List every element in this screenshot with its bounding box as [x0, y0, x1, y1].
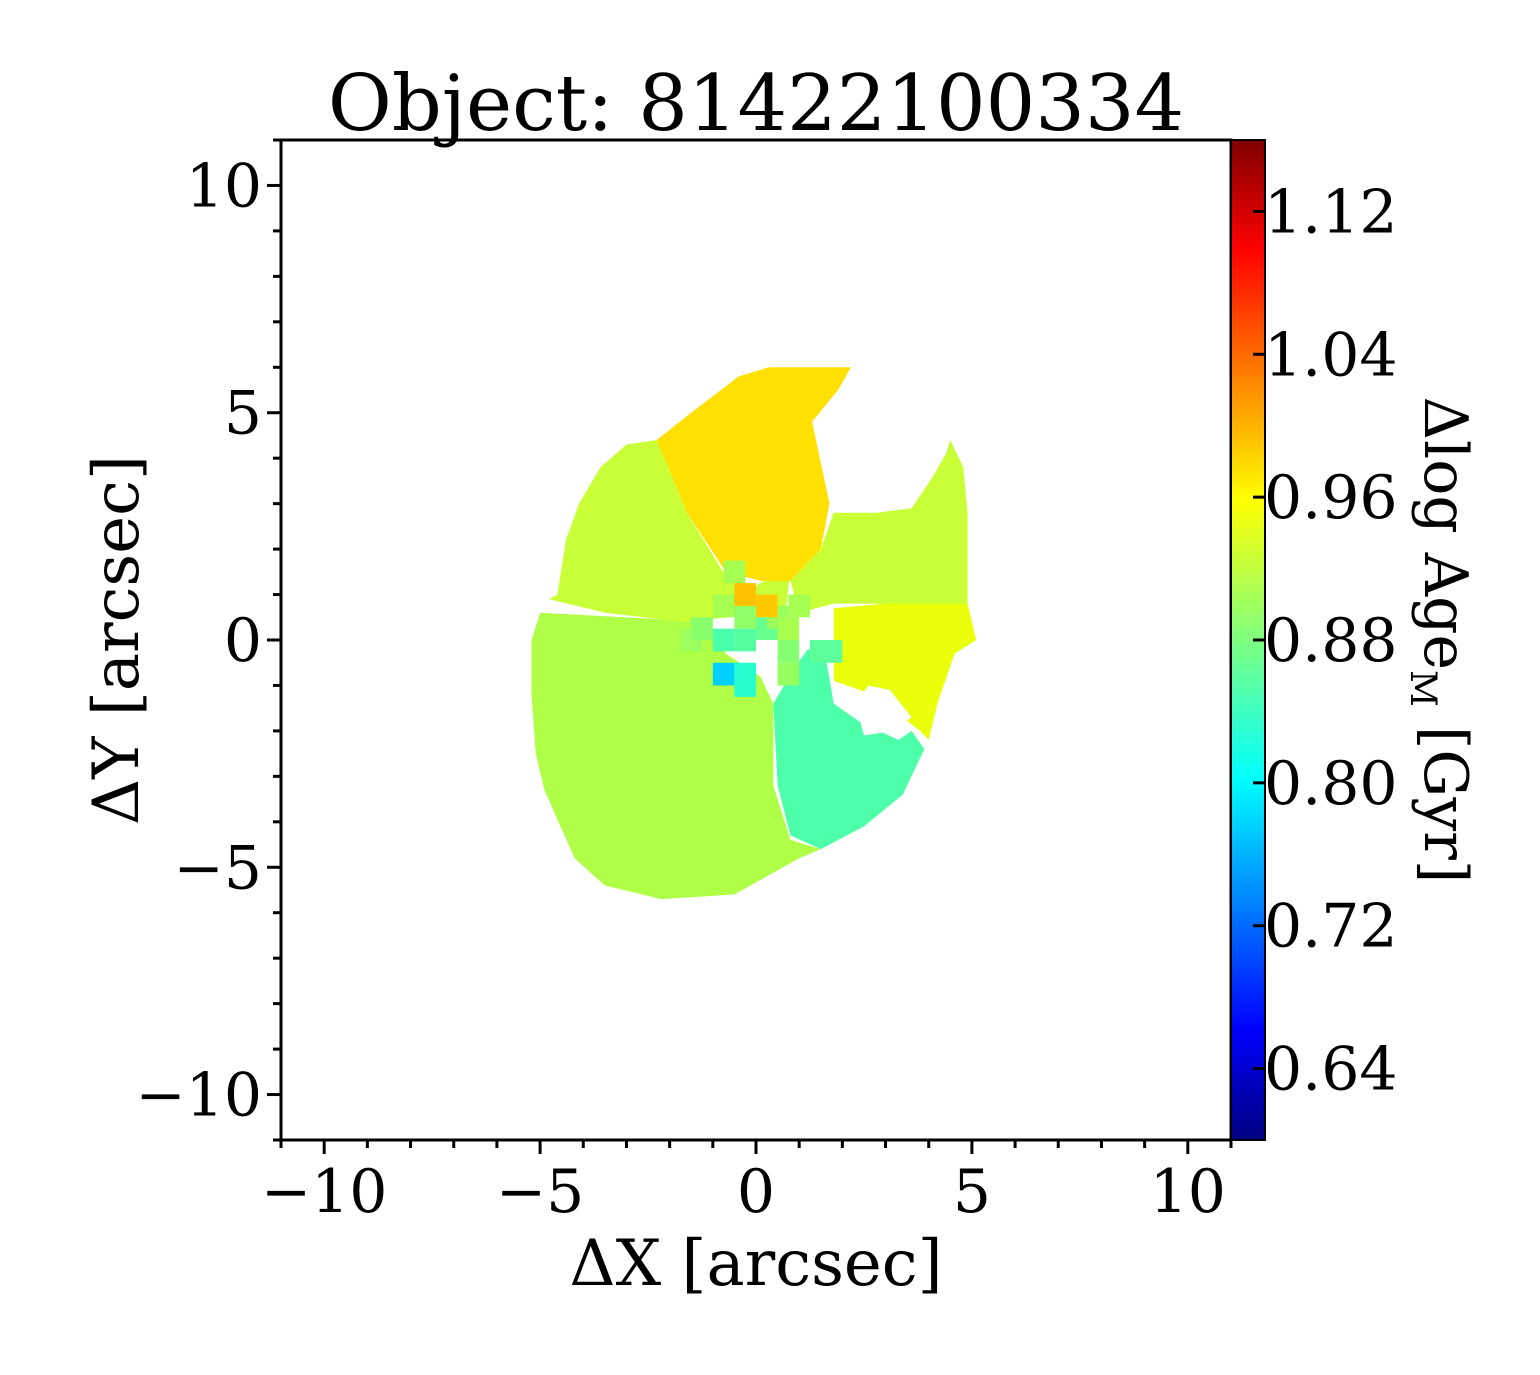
spaxel-17	[756, 594, 778, 618]
region-south-east	[773, 649, 925, 850]
y-axis-label: ΔY [arcsec]	[80, 455, 154, 825]
spaxel-6	[777, 640, 800, 663]
spaxel-8	[777, 662, 800, 686]
colorbar-label: Δlog AgeM [Gyr]	[1402, 397, 1480, 884]
y-tick-label: −10	[135, 1061, 262, 1131]
region-east-upper	[790, 440, 968, 613]
spaxel-19	[777, 617, 800, 640]
colorbar-tick-label: 1.04	[1264, 320, 1398, 390]
spaxel-18	[734, 583, 756, 606]
region-south-east-hole	[855, 685, 912, 736]
spaxel-12	[734, 605, 756, 629]
spaxel-11	[712, 594, 735, 618]
colorbar-tick-label: 0.96	[1264, 463, 1398, 533]
region-north-core-cap	[656, 367, 851, 581]
colorbar-tick-label: 0.64	[1264, 1035, 1398, 1105]
colorbar-tick-label: 0.80	[1264, 749, 1398, 819]
spaxel-0	[712, 662, 735, 686]
spaxel-10	[691, 617, 713, 640]
y-tick-label: 5	[224, 379, 262, 449]
spaxel-2	[734, 674, 756, 697]
spaxel-20	[820, 640, 843, 663]
colorbar-axis: 0.64 0.72 0.80 0.88 0.96 1.04 1.12	[1253, 177, 1398, 1105]
plot-area	[531, 367, 977, 900]
colorbar-tick-label: 0.88	[1264, 606, 1398, 676]
x-axis: −10 −5 0 5 10	[261, 1140, 1233, 1227]
spaxel-3	[712, 628, 735, 652]
x-tick-label: −10	[261, 1157, 388, 1227]
colorbar-tick-label: 1.12	[1264, 177, 1398, 247]
chart-title: Object: 81422100334	[328, 59, 1184, 149]
y-axis: −10 −5 0 5 10	[135, 138, 281, 1142]
x-tick-label: 0	[737, 1157, 775, 1227]
spaxel-4	[734, 628, 756, 652]
x-axis-label: ΔX [arcsec]	[569, 1227, 942, 1301]
colorbar-tick-label: 0.72	[1264, 892, 1398, 962]
region-east-lower	[833, 603, 977, 740]
y-tick-label: 10	[186, 151, 262, 221]
x-tick-label: −5	[496, 1157, 584, 1227]
x-tick-label: 10	[1150, 1157, 1226, 1227]
x-tick-label: 5	[953, 1157, 991, 1227]
spaxel-14	[788, 594, 810, 618]
y-tick-label: −5	[174, 833, 262, 903]
spaxel-15	[723, 560, 746, 584]
region-north-west	[548, 440, 791, 622]
y-tick-label: 0	[224, 606, 262, 676]
